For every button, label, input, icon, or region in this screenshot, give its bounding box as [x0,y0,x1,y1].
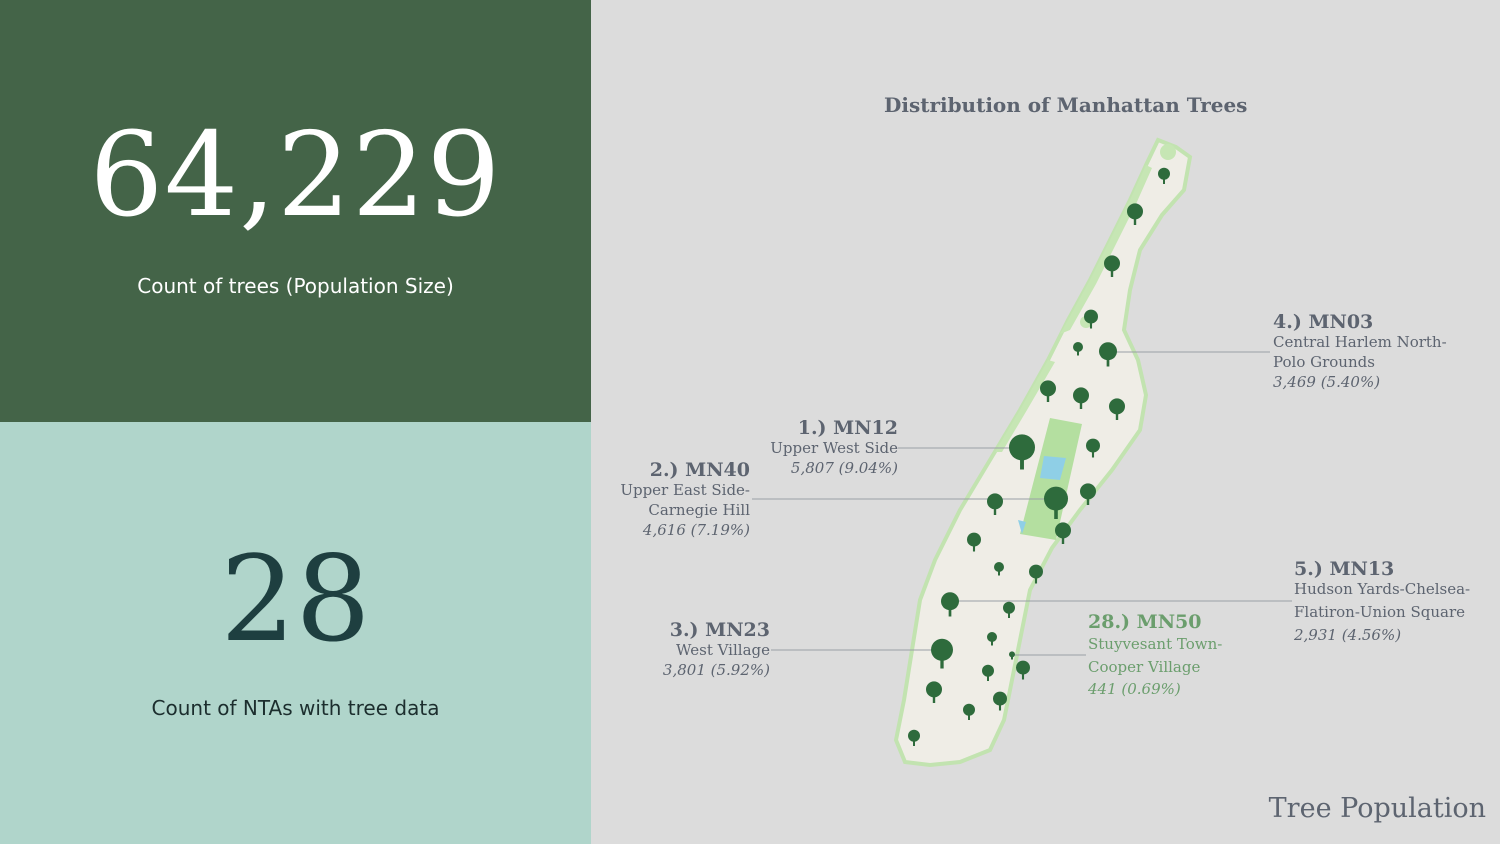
callout-code: 4.) MN03 [1273,311,1374,333]
tree-icon [1016,660,1030,680]
callout-name: Central Harlem North- [1273,333,1447,351]
tree-icon [1044,486,1068,519]
callout-name: Carnegie Hill [648,501,750,519]
tree-icons [908,167,1170,746]
tree-icon [931,638,953,669]
nta-count-label: Count of NTAs with tree data [151,696,440,720]
nta-count-panel: 28 Count of NTAs with tree data [0,422,591,844]
tree-icon [926,681,942,703]
callout-code: 1.) MN12 [797,417,898,439]
callout-name: West Village [676,641,770,659]
callout-name: Stuyvesant Town- [1088,635,1223,653]
manhattan-map[interactable] [591,0,1500,844]
callout-code: 3.) MN23 [669,619,770,641]
leader-lines [752,351,1292,656]
tree-icon [1003,601,1015,618]
callout-name: Polo Grounds [1273,353,1375,371]
callout-mn03[interactable]: 4.) MN03 Central Harlem North- Polo Grou… [1273,312,1447,392]
callout-stat: 2,931 (4.56%) [1294,626,1402,644]
tree-icon [963,703,975,720]
tree-icon [1073,387,1089,409]
callout-name: Cooper Village [1088,658,1201,676]
callout-stat: 5,807 (9.04%) [790,459,898,477]
tree-icon [941,592,959,617]
tree-icon [967,532,981,552]
callout-name: Upper West Side [770,439,898,457]
pond [1018,520,1026,534]
tree-icon [1104,255,1120,277]
tree-icon [1127,203,1143,225]
callout-mn50[interactable]: 28.) MN50 Stuyvesant Town- Cooper Villag… [1088,612,1222,699]
riverside-park [995,360,1055,452]
tree-icon [994,562,1004,576]
tree-count-label: Count of trees (Population Size) [137,274,454,298]
inwood-park [1160,144,1176,160]
callout-name: Flatiron-Union Square [1294,603,1465,621]
tree-icon [908,729,920,746]
page-title: Tree Population [1268,793,1486,824]
tree-icon [1040,380,1056,402]
callout-mn13[interactable]: 5.) MN13 Hudson Yards-Chelsea- Flatiron-… [1294,559,1470,645]
tree-icon [1009,434,1035,470]
callout-name: Upper East Side- [620,481,750,499]
tree-icon [1055,522,1071,544]
callout-stat: 3,801 (5.92%) [662,661,770,679]
callout-stat: 3,469 (5.40%) [1273,373,1381,391]
callout-code: 5.) MN13 [1294,558,1395,580]
callout-stat: 441 (0.69%) [1088,680,1181,698]
nta-count-value: 28 [220,530,371,668]
tree-count-value: 64,229 [89,108,502,243]
tree-icon [987,493,1003,515]
tree-icon [1099,342,1117,367]
reservoir [1040,456,1066,480]
tree-icon [1086,438,1100,458]
tree-icon [1080,483,1096,505]
tree-count-panel: 64,229 Count of trees (Population Size) [0,0,591,422]
tree-icon [1109,398,1125,420]
callout-mn40[interactable]: 2.) MN40 Upper East Side- Carnegie Hill … [600,460,750,540]
callout-stat: 4,616 (7.19%) [642,521,750,539]
tree-icon [1158,167,1170,184]
callout-code: 2.) MN40 [649,459,750,481]
tree-icon [1029,564,1043,584]
callout-code: 28.) MN50 [1088,611,1202,633]
callout-mn23[interactable]: 3.) MN23 West Village 3,801 (5.92%) [640,620,770,680]
callout-mn12[interactable]: 1.) MN12 Upper West Side 5,807 (9.04%) [740,418,898,478]
tree-icon [987,632,997,646]
tree-icon [982,664,994,681]
tree-icon [1073,342,1083,356]
map-title: Distribution of Manhattan Trees [884,93,1248,117]
tree-icon [1009,651,1015,660]
tree-icon [993,691,1007,711]
tree-icon [1084,309,1098,329]
callout-name: Hudson Yards-Chelsea- [1294,580,1471,598]
